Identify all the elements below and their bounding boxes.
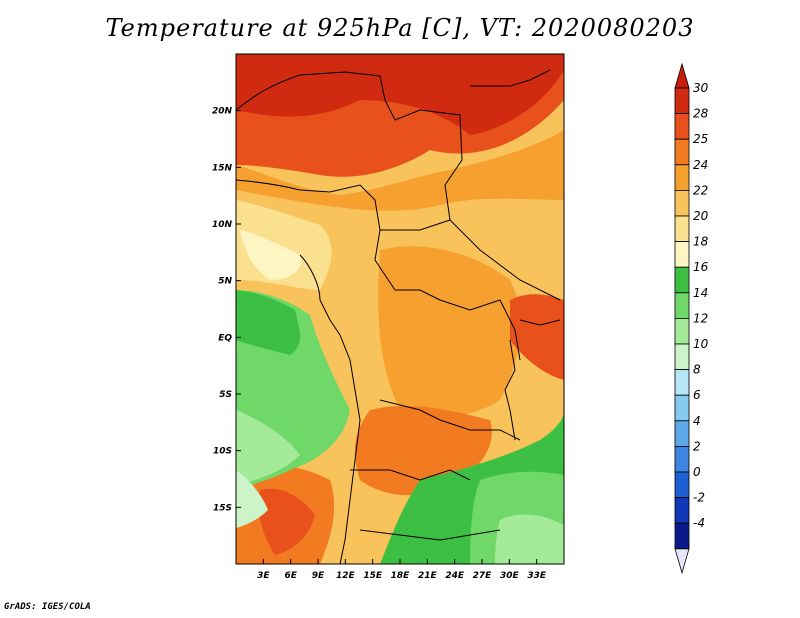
- x-tick-label: 6E: [284, 571, 297, 581]
- colorbar-bottom-arrow: [674, 548, 690, 575]
- colorbar-label: 6: [693, 388, 701, 402]
- colorbar-swatch: [674, 317, 690, 345]
- colorbar-swatch: [674, 471, 690, 499]
- x-tick-label: 9E: [312, 571, 325, 581]
- colorbar-label: 24: [693, 158, 708, 172]
- colorbar-swatch: [674, 369, 690, 396]
- colorbar-label: 4: [693, 414, 701, 428]
- colorbar-label: 10: [693, 337, 709, 351]
- x-axis-ticks: 3E 6E 9E 12E 15E 18E 21E 24E 27E 30E 33E: [257, 559, 547, 581]
- colorbar-label: 25: [693, 132, 708, 146]
- colorbar-swatch: [674, 420, 690, 447]
- colorbar-label: 30: [693, 81, 709, 95]
- grads-credit: GrADS: IGES/COLA: [4, 602, 91, 612]
- colorbar-swatch: [674, 394, 690, 422]
- colorbar-label: -2: [693, 491, 705, 505]
- x-tick-label: 30E: [500, 571, 520, 581]
- x-tick-label: 24E: [445, 571, 465, 581]
- y-tick-label: 5N: [218, 277, 232, 287]
- y-tick-label: 10N: [212, 220, 233, 230]
- x-tick-label: 3E: [257, 571, 270, 581]
- x-tick-label: 18E: [391, 571, 411, 581]
- x-tick-label: 27E: [473, 571, 493, 581]
- colorbar-label: 22: [693, 183, 708, 197]
- colorbar-swatch: [674, 497, 690, 524]
- colorbar-label: 12: [693, 311, 708, 325]
- y-axis-ticks: 20N 15N 10N 5N EQ 5S 10S 15S: [212, 107, 241, 513]
- x-tick-label: 33E: [527, 571, 547, 581]
- colorbar-top-arrow: [674, 62, 690, 89]
- x-tick-label: 21E: [418, 571, 438, 581]
- colorbar-swatch: [674, 445, 690, 473]
- y-tick-label: 10S: [213, 447, 232, 457]
- y-tick-label: 5S: [219, 390, 232, 400]
- y-tick-label: EQ: [218, 333, 232, 343]
- colorbar-label: 14: [693, 286, 708, 300]
- colorbar-label: 20: [693, 209, 709, 223]
- y-tick-label: 20N: [212, 107, 233, 117]
- colorbar-label: 16: [693, 260, 709, 274]
- x-tick-label: 12E: [336, 571, 356, 581]
- colorbar-swatch: [674, 87, 690, 115]
- colorbar-swatch: [674, 241, 690, 268]
- colorbar-swatch: [674, 292, 690, 319]
- colorbar-swatch: [674, 343, 690, 371]
- x-tick-label: 15E: [363, 571, 383, 581]
- colorbar-swatch: [674, 113, 690, 140]
- colorbar-label: 28: [693, 107, 709, 121]
- colorbar-swatch: [674, 522, 690, 550]
- colorbar-swatch: [674, 164, 690, 191]
- colorbar-label: 2: [693, 439, 701, 453]
- colorbar-swatch: [674, 138, 690, 166]
- colorbar-label: -4: [693, 516, 705, 530]
- colorbar-label: 18: [693, 235, 709, 249]
- colorbar-label: 0: [693, 465, 701, 479]
- country-borders: [236, 69, 561, 564]
- map-title: Temperature at 925hPa [C], VT: 202008020…: [105, 14, 695, 42]
- y-tick-label: 15S: [213, 503, 232, 513]
- colorbar-swatch: [674, 215, 690, 243]
- temperature-field: [236, 54, 564, 564]
- y-tick-label: 15N: [212, 163, 233, 173]
- colorbar-swatch: [674, 189, 690, 217]
- colorbar-swatch: [674, 266, 690, 294]
- colorbar-label: 8: [693, 363, 701, 377]
